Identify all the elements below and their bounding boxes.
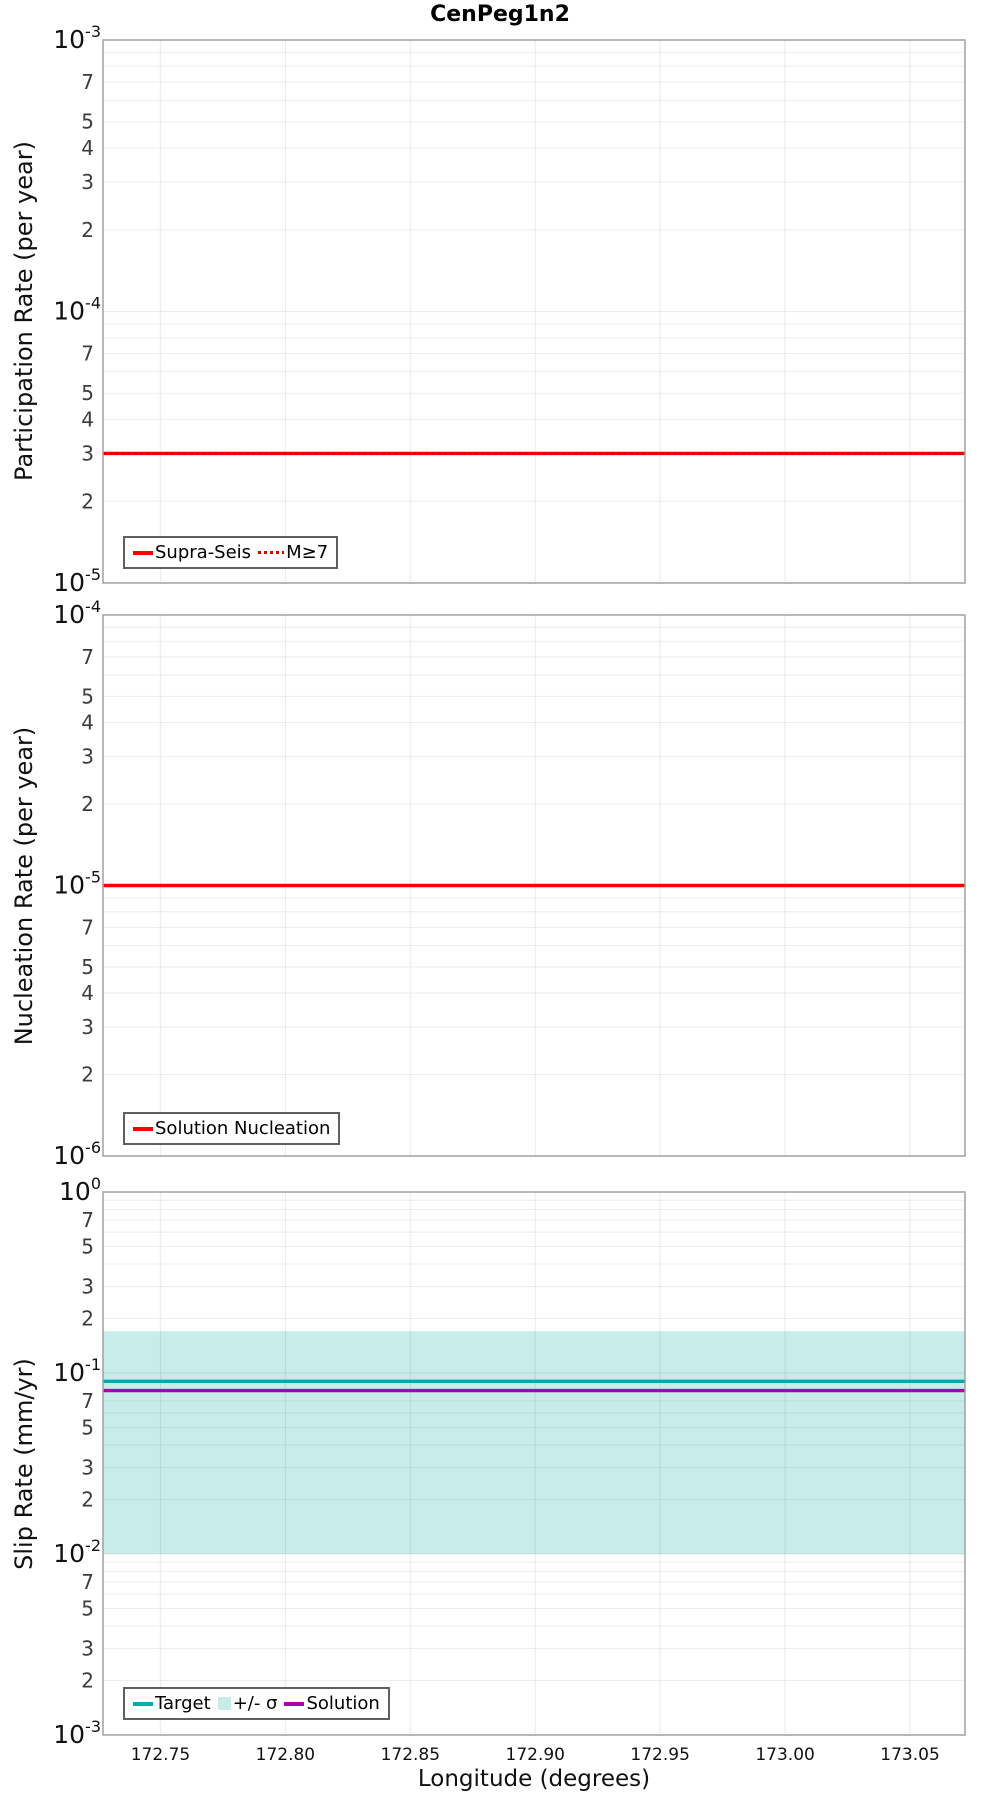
y-minor-tick-label: 7: [81, 1208, 94, 1232]
legend-label: M≥7: [286, 542, 329, 563]
y-major-tick-label: 10-6: [53, 1138, 101, 1170]
y-minor-tick-label: 7: [81, 342, 94, 366]
legend-nucleation: Solution Nucleation: [123, 1112, 341, 1145]
y-minor-tick-label: 3: [81, 1275, 94, 1299]
y-minor-tick-label: 5: [81, 110, 94, 134]
y-minor-tick-label: 3: [81, 441, 94, 465]
y-minor-tick-label: 3: [81, 744, 94, 768]
y-minor-tick-label: 4: [81, 981, 94, 1005]
legend-slip-rate: Target +/- σ Solution: [123, 1687, 390, 1720]
y-major-tick-label: 10-1: [53, 1355, 101, 1387]
legend-item-m7: M≥7: [258, 542, 328, 563]
y-minor-tick-label: 3: [81, 170, 94, 194]
x-tick-label: 173.05: [880, 1745, 939, 1765]
y-minor-tick-label: 3: [81, 1456, 94, 1480]
y-minor-tick-label: 2: [81, 1669, 94, 1693]
legend-item-solution-nucleation: Solution Nucleation: [133, 1118, 330, 1139]
y-minor-tick-label: 4: [81, 711, 94, 735]
y-minor-tick-label: 3: [81, 1015, 94, 1039]
y-major-tick-label: 10-3: [53, 22, 101, 54]
legend-label: Target: [155, 1693, 211, 1714]
y-minor-tick-label: 7: [81, 70, 94, 94]
legend-marker-solid-line-icon: [133, 1126, 153, 1131]
y-minor-tick-label: 2: [81, 218, 94, 242]
y-minor-tick-label: 5: [81, 955, 94, 979]
legend-item-target: Target: [133, 1693, 211, 1714]
legend-marker-dotted-line-icon: [258, 551, 285, 554]
y-major-tick-label: 10-4: [53, 294, 101, 326]
y-minor-tick-label: 2: [81, 1488, 94, 1512]
legend-label: Supra-Seis: [155, 542, 252, 563]
plot-border: [102, 39, 966, 584]
y-major-tick-label: 10-5: [53, 565, 101, 597]
x-tick-label: 172.85: [381, 1745, 440, 1765]
y-minor-tick-label: 2: [81, 792, 94, 816]
y-minor-tick-label: 7: [81, 645, 94, 669]
y-major-tick-label: 100: [59, 1174, 101, 1206]
x-tick-label: 173.00: [755, 1745, 814, 1765]
x-tick-label: 172.80: [256, 1745, 315, 1765]
y-axis-title-participation: Participation Rate (per year): [10, 141, 38, 481]
y-major-tick-label: 10-2: [53, 1536, 101, 1568]
y-axis-title-nucleation: Nucleation Rate (per year): [10, 726, 38, 1046]
y-minor-tick-label: 5: [81, 1234, 94, 1258]
y-minor-tick-label: 4: [81, 136, 94, 160]
x-tick-label: 172.95: [630, 1745, 689, 1765]
legend-marker-patch-icon: [217, 1697, 231, 1710]
y-minor-tick-label: 2: [81, 1063, 94, 1087]
legend-item-solution: Solution: [284, 1693, 380, 1714]
y-minor-tick-label: 7: [81, 1389, 94, 1413]
y-minor-tick-label: 5: [81, 1596, 94, 1620]
y-major-tick-label: 10-5: [53, 868, 101, 900]
y-minor-tick-label: 5: [81, 1415, 94, 1439]
plot-background: [103, 40, 965, 583]
y-minor-tick-label: 5: [81, 684, 94, 708]
plot-border: [102, 1191, 966, 1736]
legend-marker-solid-line-icon: [284, 1701, 305, 1706]
y-minor-tick-label: 3: [81, 1637, 94, 1661]
x-axis-title: Longitude (degrees): [417, 1766, 651, 1792]
plot-border: [102, 614, 966, 1157]
legend-item-supra-seis: Supra-Seis: [133, 542, 251, 563]
y-axis-title-slip-rate: Slip Rate (mm/yr): [10, 1358, 38, 1570]
y-minor-tick-label: 4: [81, 408, 94, 432]
legend-marker-solid-line-icon: [133, 1701, 153, 1706]
sigma-band: [103, 1331, 965, 1554]
y-major-tick-label: 10-4: [53, 597, 101, 629]
y-minor-tick-label: 2: [81, 1307, 94, 1331]
legend-label: +/- σ: [232, 1693, 278, 1714]
y-minor-tick-label: 7: [81, 915, 94, 939]
legend-participation: Supra-Seis M≥7: [123, 536, 339, 569]
x-tick-label: 172.90: [506, 1745, 565, 1765]
y-minor-tick-label: 5: [81, 381, 94, 405]
legend-label: Solution: [306, 1693, 380, 1714]
y-minor-tick-label: 2: [81, 489, 94, 513]
legend-item-sigma-band: +/- σ: [217, 1693, 278, 1714]
legend-marker-solid-line-icon: [133, 550, 153, 555]
x-tick-label: 172.75: [131, 1745, 190, 1765]
y-minor-tick-label: 7: [81, 1570, 94, 1594]
legend-label: Solution Nucleation: [155, 1118, 331, 1139]
y-major-tick-label: 10-3: [53, 1717, 101, 1749]
figure-title: CenPeg1n2: [430, 2, 570, 27]
